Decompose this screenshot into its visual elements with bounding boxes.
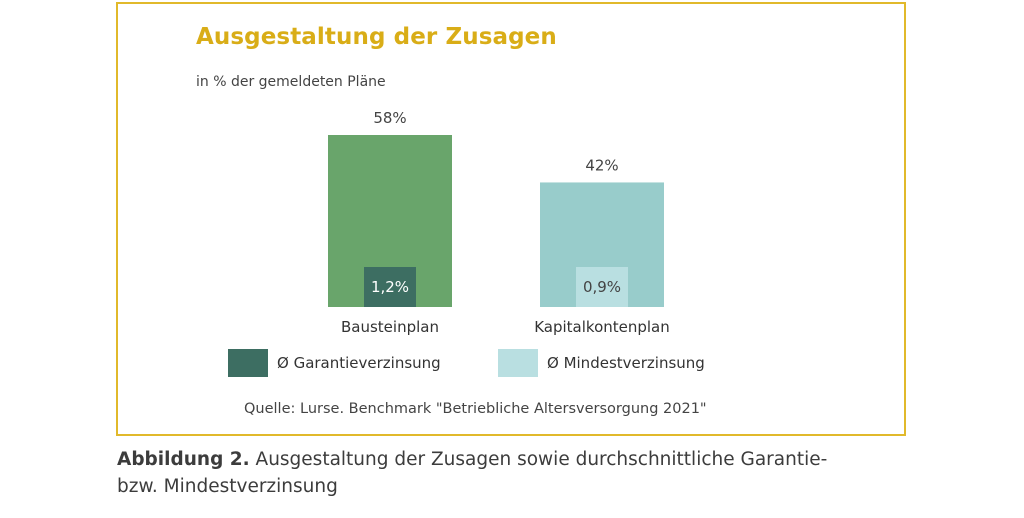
chart-frame: Ausgestaltung der Zusagen in % der gemel… <box>116 2 906 436</box>
caption-prefix: Abbildung 2. <box>117 449 250 470</box>
inner-box-garantieverzinsung <box>364 267 416 307</box>
inner-box-mindestverzinsung <box>576 267 628 307</box>
caption-line-2: bzw. Mindestverzinsung <box>117 476 338 497</box>
figure-caption: Abbildung 2. Ausgestaltung der Zusagen s… <box>117 446 917 500</box>
legend-swatch-garantieverzinsung <box>228 349 268 377</box>
chart-title: Ausgestaltung der Zusagen <box>196 24 557 50</box>
bar-value-label-bausteinplan: 58% <box>373 109 406 127</box>
legend-label-mindestverzinsung: Ø Mindestverzinsung <box>547 354 705 372</box>
inner-value-label-garantieverzinsung: 1,2% <box>371 278 409 296</box>
bar-chart: 58% 42% 1,2% 0,9% Bausteinplan Kapitalko… <box>328 109 670 336</box>
legend-item-garantieverzinsung: Ø Garantieverzinsung <box>228 349 441 377</box>
inner-value-label-mindestverzinsung: 0,9% <box>583 278 621 296</box>
caption-line-1: Ausgestaltung der Zusagen sowie durchsch… <box>249 449 828 470</box>
bar-value-label-kapitalkontenplan: 42% <box>585 156 618 174</box>
legend-label-garantieverzinsung: Ø Garantieverzinsung <box>277 354 441 372</box>
category-label-bausteinplan: Bausteinplan <box>341 318 439 336</box>
source-note: Quelle: Lurse. Benchmark "Betriebliche A… <box>244 401 707 417</box>
chart-subtitle: in % der gemeldeten Pläne <box>196 74 386 90</box>
legend-swatch-mindestverzinsung <box>498 349 538 377</box>
legend-item-mindestverzinsung: Ø Mindestverzinsung <box>498 349 705 377</box>
category-label-kapitalkontenplan: Kapitalkontenplan <box>534 318 670 336</box>
